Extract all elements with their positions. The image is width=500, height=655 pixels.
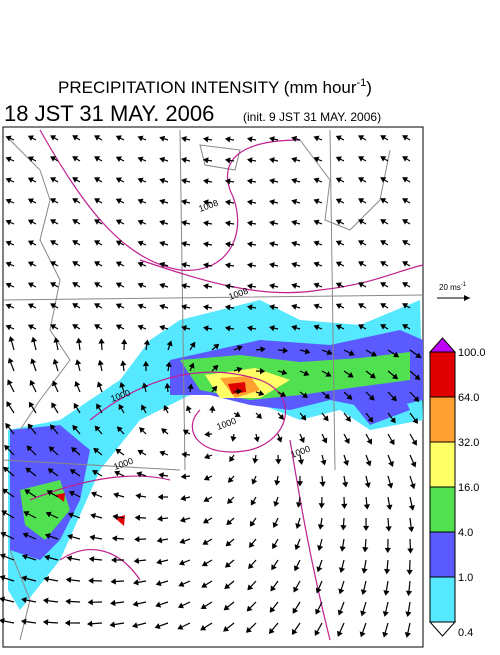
colorbar-label: 16.0: [458, 482, 479, 494]
colorbar-segment: [430, 397, 455, 442]
colorbar-over: [430, 338, 455, 352]
colorbar-segment: [430, 352, 455, 397]
scale-arrow-superscript: -1: [461, 282, 467, 288]
colorbar-label: 0.4: [458, 627, 473, 639]
scale-arrow-head: [464, 295, 470, 301]
wind-arrow-head: [0, 597, 4, 601]
colorbar-label: 64.0: [458, 392, 479, 404]
colorbar-label: 32.0: [458, 437, 479, 449]
title-superscript: -1: [357, 77, 367, 89]
title: PRECIPITATION INTENSITY (mm hour-1): [58, 77, 372, 97]
colorbar-segment: [430, 577, 455, 622]
subtitle-init: (init. 9 JST 31 MAY. 2006): [243, 110, 381, 124]
scale-arrow-text: 20 ms-1: [439, 282, 467, 292]
colorbar-segment: [430, 442, 455, 487]
colorbar-label: 4.0: [458, 527, 473, 539]
colorbar-segment: [430, 487, 455, 532]
title-close: ): [366, 78, 372, 97]
wind-arrow-head: [1, 576, 5, 580]
colorbar-segment: [430, 532, 455, 577]
colorbar-label: 100.0: [458, 347, 486, 359]
colorbar-label: 1.0: [458, 572, 473, 584]
colorbar: 100.0 64.0 32.0 16.0 4.0 1.0 0.4: [430, 338, 486, 639]
wind-arrow-head: [0, 619, 4, 623]
title-main: PRECIPITATION INTENSITY (mm hour: [58, 78, 357, 97]
scale-arrow: 20 ms-1: [437, 282, 470, 301]
subtitle-time: 18 JST 31 MAY. 2006: [4, 101, 214, 126]
colorbar-under: [430, 622, 455, 636]
scale-arrow-label: 20 ms: [439, 283, 461, 292]
